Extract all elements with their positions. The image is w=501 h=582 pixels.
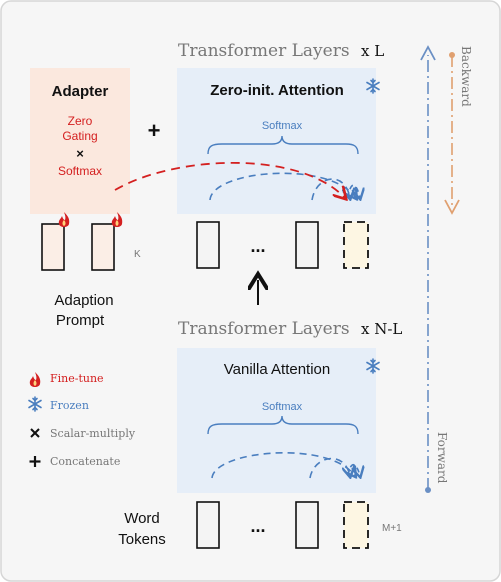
top-layers-multiplier: x L: [361, 42, 384, 60]
tokens-label: Tokens: [118, 531, 166, 548]
adapter-gating: Gating: [62, 129, 97, 143]
word-token-new: [343, 501, 369, 549]
cross-icon: [30, 428, 40, 438]
word-label: Word: [124, 510, 160, 527]
concat-plus: +: [148, 118, 161, 143]
word-m-label: M+1: [382, 523, 402, 534]
legend-scalar-multiply: Scalar-multiply: [50, 427, 136, 440]
adapter-title: Adapter: [52, 83, 109, 100]
prompt-token-2: [91, 223, 115, 271]
backward-label: Backward: [459, 46, 473, 107]
bottom-softmax-label: Softmax: [262, 401, 303, 413]
top-token-2: [295, 221, 319, 269]
forward-label: Forward: [435, 432, 449, 484]
bottom-attention-arc-3: [347, 463, 360, 476]
prompt-token-1: [41, 223, 65, 271]
word-token-ellipsis: ...: [250, 516, 265, 536]
bottom-layers-multiplier: x N-L: [361, 320, 402, 338]
top-attention-arc-3: [347, 184, 360, 198]
bottom-softmax-brace: [207, 415, 359, 435]
word-token-2: [295, 501, 319, 549]
legend-frozen: Frozen: [50, 399, 89, 412]
adapter-gating-arc: [114, 162, 345, 198]
legend-fine-tune: Fine-tune: [50, 372, 104, 385]
bottom-attention-arc-2: [309, 457, 350, 478]
prompt-label: Prompt: [56, 312, 105, 329]
plus-icon: [29, 456, 41, 467]
backward-arrow-head: [444, 199, 460, 215]
legend-concatenate: Concatenate: [50, 455, 120, 468]
adapter-box: [30, 68, 130, 214]
vanilla-attention-title: Vanilla Attention: [224, 361, 330, 378]
top-token-ellipsis: ...: [250, 236, 265, 256]
forward-arrow-head: [420, 45, 436, 61]
legend: Fine-tune Frozen Scalar-multiply Concate…: [28, 372, 136, 468]
backward-axis-start: [449, 52, 455, 58]
adaption-label: Adaption: [54, 292, 113, 309]
top-softmax-label: Softmax: [262, 120, 303, 132]
top-token-1: [196, 221, 220, 269]
prompt-k-label: K: [134, 249, 141, 260]
top-token-new: [343, 221, 369, 269]
zero-init-attention-title: Zero-init. Attention: [210, 82, 344, 99]
top-layers-title: Transformer Layers: [178, 41, 350, 61]
adapter-softmax: Softmax: [58, 164, 102, 178]
word-token-1: [196, 501, 220, 549]
forward-axis-start: [425, 487, 431, 493]
adapter-times: ×: [76, 146, 84, 161]
top-softmax-brace: [207, 135, 359, 155]
adapter-zero: Zero: [68, 114, 93, 128]
bottom-layers-title: Transformer Layers: [178, 319, 350, 339]
